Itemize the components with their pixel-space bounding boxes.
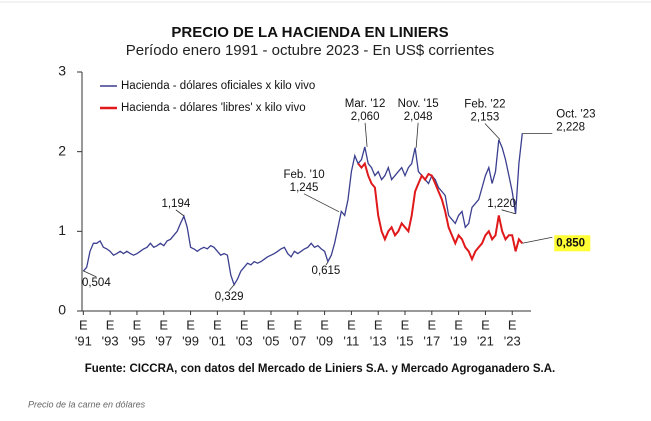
x-tick-label: '11 — [343, 333, 359, 348]
annotation-value: 0,504 — [82, 277, 111, 289]
x-tick-label: '21 — [477, 333, 494, 348]
x-tick-label: '03 — [236, 333, 253, 348]
x-tick-month: E — [186, 317, 195, 332]
source: Fuente: CICCRA, con datos del Mercado de… — [85, 363, 556, 375]
series-line — [357, 161, 524, 262]
y-tick-label: 1 — [58, 222, 66, 238]
x-tick-label: '07 — [289, 333, 306, 348]
annotation-label: Nov. '15 — [398, 98, 439, 110]
x-tick-month: E — [374, 317, 383, 332]
x-tick-month: E — [427, 317, 436, 332]
annotation-value: 2,228 — [556, 122, 585, 134]
x-tick-month: E — [159, 317, 168, 332]
x-tick-label: '19 — [450, 333, 467, 348]
annotation-leader — [175, 209, 185, 217]
y-tick-label: 3 — [58, 63, 66, 79]
annotation-leader — [83, 270, 97, 278]
x-tick-month: E — [347, 317, 356, 332]
annotation-value: 1,245 — [290, 182, 319, 194]
x-tick-label: '13 — [370, 333, 387, 348]
x-tick-month: E — [320, 317, 329, 332]
annotation-leader — [522, 236, 553, 244]
x-tick-label: '05 — [263, 333, 280, 348]
x-tick-month: E — [293, 317, 302, 332]
annotation-leader — [228, 284, 235, 292]
x-tick-month: E — [213, 317, 222, 332]
annotation-value: 0,615 — [312, 265, 341, 277]
x-tick-month: E — [79, 317, 88, 332]
annotation-highlight — [554, 235, 591, 252]
x-tick-label: '99 — [182, 333, 199, 348]
annotation-leader — [325, 261, 329, 266]
x-tick-label: '09 — [316, 333, 333, 348]
annotation-label: Feb. '10 — [283, 169, 324, 181]
annotation-leader — [364, 122, 368, 147]
annotation-value: 2,060 — [351, 111, 380, 123]
x-tick-label: '15 — [397, 333, 414, 348]
annotation-value: 2,048 — [404, 111, 433, 123]
caption: Precio de la carne en dólares — [28, 399, 146, 409]
annotation-value: 2,153 — [471, 112, 500, 124]
annotation-leader — [303, 193, 340, 213]
x-tick-month: E — [106, 317, 115, 332]
annotation-leader — [484, 123, 501, 140]
chart-subtitle: Período enero 1991 - octubre 2023 - En U… — [126, 42, 495, 59]
y-tick-label: 2 — [58, 142, 66, 158]
chart-title: PRECIO DE LA HACIENDA EN LINIERS — [171, 24, 448, 41]
x-tick-label: '01 — [209, 333, 226, 348]
x-tick-month: E — [267, 317, 276, 332]
x-tick-label: '91 — [75, 333, 92, 348]
x-tick-label: '97 — [155, 333, 172, 348]
annotation-value: 1,220 — [487, 198, 516, 210]
annotation-label: Oct. '23 — [556, 109, 595, 121]
x-tick-month: E — [133, 317, 142, 332]
legend-label: Hacienda - dólares 'libres' x kilo vivo — [121, 102, 306, 114]
x-tick-month: E — [401, 317, 410, 332]
annotation-leader — [501, 209, 516, 215]
annotation-leader — [415, 122, 419, 148]
y-tick-label: 0 — [58, 302, 66, 318]
annotation-label: Feb. '22 — [464, 99, 505, 111]
x-tick-month: E — [454, 317, 463, 332]
series-line — [82, 133, 523, 287]
x-tick-month: E — [508, 317, 517, 332]
x-tick-month: E — [481, 317, 490, 332]
annotation-value: 0,850 — [556, 237, 585, 249]
x-tick-label: '17 — [423, 333, 440, 348]
annotation-value: 0,329 — [215, 291, 244, 303]
x-tick-month: E — [240, 317, 249, 332]
annotation-value: 1,194 — [161, 198, 190, 210]
x-tick-label: '95 — [128, 333, 145, 348]
annotation-label: Mar. '12 — [345, 98, 386, 110]
x-tick-label: '93 — [102, 333, 119, 348]
x-tick-label: '23 — [504, 333, 521, 348]
legend-label: Hacienda - dólares oficiales x kilo vivo — [121, 80, 315, 92]
